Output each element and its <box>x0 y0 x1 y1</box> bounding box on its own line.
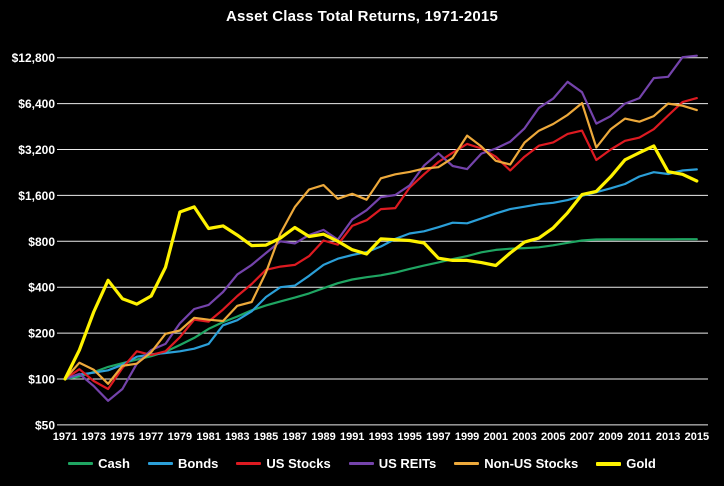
series-line-non-us-stocks <box>63 101 698 385</box>
legend-item-us-stocks: US Stocks <box>236 456 331 471</box>
x-axis-tick-label: 2001 <box>484 431 508 443</box>
y-axis-tick-label: $50 <box>35 418 55 432</box>
x-axis-tick-label: 1987 <box>283 431 307 443</box>
x-axis-tick-label: 2013 <box>656 431 680 443</box>
x-axis-tick-label: 1985 <box>254 431 278 443</box>
y-axis-tick-label: $12,800 <box>12 51 56 65</box>
x-axis-tick-label: 2005 <box>541 431 565 443</box>
y-axis-tick-label: $200 <box>28 327 55 341</box>
y-axis-tick-label: $1,600 <box>18 189 55 203</box>
x-axis-tick-label: 1997 <box>426 431 450 443</box>
y-axis-tick-label: $3,200 <box>18 143 55 157</box>
series-line-us-reits <box>63 54 698 402</box>
y-axis-tick-label: $400 <box>28 281 55 295</box>
legend-swatch-cash <box>68 462 94 465</box>
legend-swatch-gold <box>596 461 622 466</box>
x-axis-tick-label: 1995 <box>397 431 421 443</box>
x-axis-tick-label: 1991 <box>340 431 364 443</box>
legend-label-us-stocks: US Stocks <box>266 456 331 471</box>
y-axis-tick-label: $800 <box>28 235 55 249</box>
legend-swatch-us-stocks <box>236 462 262 465</box>
legend-swatch-bonds <box>147 462 173 465</box>
y-axis-tick-label: $6,400 <box>18 97 55 111</box>
legend-label-non-us-stocks: Non-US Stocks <box>484 456 579 471</box>
legend-item-cash: Cash <box>68 456 130 471</box>
series-line-cash <box>63 238 698 381</box>
legend-label-bonds: Bonds <box>177 456 219 471</box>
legend-item-non-us-stocks: Non-US Stocks <box>454 456 578 471</box>
x-axis-tick-label: 2003 <box>512 431 536 443</box>
x-axis-tick-label: 1975 <box>110 431 134 443</box>
x-axis-tick-label: 2007 <box>570 431 594 443</box>
x-axis-tick-label: 2015 <box>685 431 709 443</box>
y-axis-tick-label: $100 <box>28 373 55 387</box>
legend-label-us-reits: US REITs <box>378 456 437 471</box>
x-axis-tick-label: 1993 <box>369 431 393 443</box>
chart-title: Asset Class Total Returns, 1971-2015 <box>225 8 499 25</box>
x-axis-tick-label: 1971 <box>53 431 77 443</box>
series-line-us-stocks <box>63 96 698 391</box>
x-axis-tick-label: 1999 <box>455 431 479 443</box>
legend-label-cash: Cash <box>98 456 130 471</box>
legend-item-bonds: Bonds <box>147 456 219 471</box>
x-axis-tick-label: 2011 <box>627 431 651 443</box>
legend-label-gold: Gold <box>626 456 656 471</box>
x-axis-tick-label: 1977 <box>139 431 163 443</box>
x-axis-tick-label: 1989 <box>311 431 335 443</box>
legend-swatch-us-reits <box>348 462 374 465</box>
legend-item-us-reits: US REITs <box>348 456 437 471</box>
x-axis-tick-label: 1979 <box>168 431 192 443</box>
series-line-gold <box>63 144 699 381</box>
x-axis-tick-label: 2009 <box>598 431 622 443</box>
x-axis-tick-label: 1983 <box>225 431 249 443</box>
legend: Cash Bonds US Stocks US REITs Non-US Stocks G… <box>0 456 724 471</box>
legend-item-gold: Gold <box>596 456 656 471</box>
x-axis-tick-label: 1981 <box>196 431 220 443</box>
legend-swatch-non-us-stocks <box>454 462 480 465</box>
x-axis-tick-label: 1973 <box>81 431 105 443</box>
